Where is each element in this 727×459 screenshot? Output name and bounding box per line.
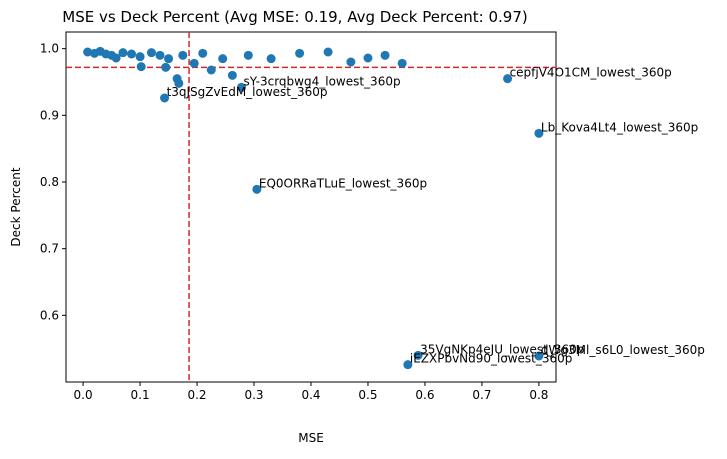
point-label: iEZXPbvNd90_lowest_360p bbox=[410, 352, 573, 366]
scatter-point bbox=[323, 47, 333, 57]
scatter-point bbox=[363, 53, 373, 63]
y-axis-label: Deck Percent bbox=[9, 167, 23, 246]
scatter-point bbox=[397, 58, 407, 68]
scatter-point bbox=[198, 48, 208, 58]
chart-title: MSE vs Deck Percent (Avg MSE: 0.19, Avg … bbox=[62, 8, 528, 26]
scatter-point bbox=[146, 48, 156, 58]
scatter-point bbox=[295, 48, 305, 58]
x-tick-label: 0.8 bbox=[529, 388, 548, 402]
scatter-point bbox=[161, 62, 171, 72]
scatter-point bbox=[174, 78, 184, 88]
point-label: Lb_Kova4Lt4_lowest_360p bbox=[541, 120, 698, 134]
y-tick-label: 0.9 bbox=[40, 108, 59, 122]
x-tick-label: 0.2 bbox=[187, 388, 206, 402]
scatter-point bbox=[403, 360, 413, 370]
scatter-point bbox=[164, 54, 174, 64]
x-tick-label: 0.3 bbox=[244, 388, 263, 402]
scatter-point bbox=[155, 50, 165, 60]
y-axis-ticks: 0.6 0.7 0.8 0.9 1.0 bbox=[40, 42, 66, 322]
scatter-point bbox=[252, 184, 262, 194]
point-labels-layer: cepfjV4O1CM_lowest_360p Lb_Kova4Lt4_lowes… bbox=[167, 66, 705, 366]
scatter-point bbox=[111, 53, 121, 63]
x-tick-label: 0.7 bbox=[472, 388, 491, 402]
scatter-point bbox=[206, 65, 216, 75]
scatter-point bbox=[243, 50, 253, 60]
point-label: 35VgNKp4eJU_lowest_360p bbox=[420, 342, 584, 356]
scatter-point bbox=[236, 82, 246, 92]
point-label: cepfjV4O1CM_lowest_360p bbox=[510, 66, 672, 80]
x-tick-label: 0.6 bbox=[415, 388, 434, 402]
scatter-point bbox=[83, 47, 93, 57]
scatter-point bbox=[160, 93, 170, 103]
point-label: dWg3Ml_s6L0_lowest_360p bbox=[541, 343, 705, 357]
scatter-point bbox=[136, 62, 146, 72]
x-axis-ticks: 0.0 0.1 0.2 0.3 0.4 0.5 0.6 0.7 0.8 bbox=[74, 382, 548, 402]
scatter-point bbox=[135, 52, 145, 62]
scatter-point bbox=[534, 351, 544, 361]
x-tick-label: 0.1 bbox=[131, 388, 150, 402]
y-tick-label: 0.7 bbox=[40, 242, 59, 256]
x-axis-label: MSE bbox=[298, 431, 324, 445]
y-tick-label: 1.0 bbox=[40, 42, 59, 56]
scatter-point bbox=[534, 128, 544, 138]
points-layer bbox=[83, 46, 544, 370]
point-label: EQ0ORRaTLuE_lowest_360p bbox=[259, 176, 427, 190]
scatter-point bbox=[413, 350, 423, 360]
point-label: sY-3crqbwg4_lowest_360p bbox=[243, 74, 400, 88]
scatter-point bbox=[227, 70, 237, 80]
scatter-point bbox=[346, 57, 356, 67]
x-tick-label: 0.5 bbox=[358, 388, 377, 402]
average-lines bbox=[66, 32, 556, 382]
point-label: t3qJSgZvEdM_lowest_360p bbox=[167, 85, 328, 99]
scatter-point bbox=[127, 49, 137, 59]
y-tick-label: 0.8 bbox=[40, 175, 59, 189]
scatter-point bbox=[118, 48, 128, 58]
scatter-point bbox=[218, 54, 228, 64]
scatter-point bbox=[503, 74, 513, 84]
scatter-point bbox=[266, 54, 276, 64]
scatter-point bbox=[189, 58, 199, 68]
y-tick-label: 0.6 bbox=[40, 308, 59, 322]
scatter-point bbox=[380, 50, 390, 60]
x-tick-label: 0.0 bbox=[74, 388, 93, 402]
x-tick-label: 0.4 bbox=[301, 388, 320, 402]
scatter-point bbox=[178, 50, 188, 60]
